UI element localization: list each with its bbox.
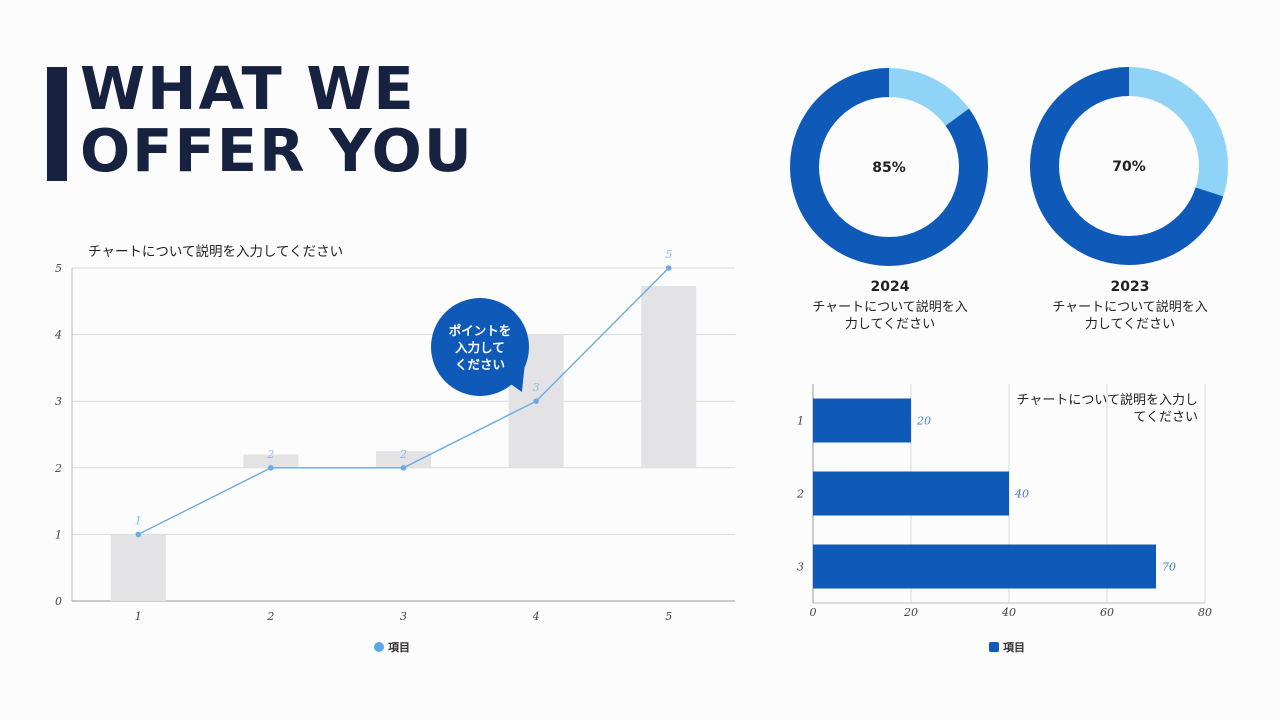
bar-chart-legend: 項目: [989, 639, 1025, 655]
data-label: 70: [1162, 561, 1176, 574]
title-accent-bar: [47, 67, 67, 181]
bar: [813, 471, 1009, 516]
data-point: [135, 531, 142, 538]
line-chart: 0 1 2 3 4 5 1 2 3 4 5 1 2 2 3 5: [54, 248, 735, 623]
floating-bar: [641, 285, 697, 468]
legend-label: 項目: [388, 641, 410, 654]
horizontal-bar-chart: 0 20 40 60 80 20 1 40 2 70 3: [796, 384, 1212, 619]
y-tick-label: 2: [796, 488, 804, 501]
data-label: 1: [135, 514, 142, 527]
bar-chart-title: チャートについて説明を入力してください: [1016, 393, 1198, 425]
y-tick-label: 1: [797, 415, 804, 428]
data-point: [533, 398, 539, 405]
y-tick-label: 5: [55, 262, 62, 275]
donut-description: チャートについて説明を入 力してください: [1052, 300, 1208, 332]
legend-swatch: [989, 642, 999, 652]
floating-bar: [376, 451, 431, 468]
data-label: 40: [1014, 488, 1029, 501]
donut-year: 2024: [870, 279, 910, 295]
y-tick-label: 1: [55, 528, 62, 541]
floating-bar: [110, 534, 166, 601]
donut-year: 2023: [1110, 279, 1150, 295]
donut-value-arc: [1030, 67, 1228, 265]
y-tick-label: 3: [797, 561, 804, 574]
x-tick-label: 20: [903, 606, 918, 619]
bar: [813, 398, 911, 443]
y-tick-label: 0: [55, 595, 62, 608]
page-title: WHAT WE OFFER YOU: [80, 54, 474, 185]
x-tick-label: 3: [400, 610, 407, 623]
legend-label: 項目: [1003, 641, 1025, 654]
data-label: 20: [916, 415, 931, 428]
data-point: [665, 265, 672, 271]
x-tick-label: 0: [810, 606, 817, 619]
x-tick-label: 2: [266, 610, 274, 623]
x-tick-label: 60: [1100, 606, 1114, 619]
y-tick-label: 3: [55, 395, 62, 408]
x-tick-label: 4: [532, 610, 540, 623]
data-point: [400, 465, 407, 471]
x-tick-label: 80: [1198, 606, 1212, 619]
data-label: 5: [665, 248, 672, 261]
donut-2023-caption: 2023 チャートについて説明を入 力してください: [1030, 279, 1230, 333]
donut-percent-label: 70%: [1112, 159, 1146, 175]
data-label: 2: [399, 448, 407, 461]
donut-2024-caption: 2024 チャートについて説明を入 力してください: [790, 279, 990, 333]
legend-swatch: [374, 642, 384, 652]
y-tick-label: 4: [54, 329, 62, 342]
callout-bubble: ポイントを 入力して ください: [431, 298, 529, 396]
y-tick-label: 2: [54, 462, 62, 475]
x-tick-label: 1: [135, 610, 142, 623]
donut-description: チャートについて説明を入 力してください: [812, 300, 968, 332]
donut-charts: 85% 70%: [790, 67, 1228, 266]
floating-bar: [243, 454, 299, 468]
donut-value-arc: [790, 68, 988, 266]
data-label: 2: [266, 448, 274, 461]
donut-percent-label: 85%: [872, 160, 906, 176]
x-tick-label: 5: [665, 610, 672, 623]
data-point: [268, 465, 274, 471]
x-tick-label: 40: [1001, 606, 1016, 619]
data-label: 3: [533, 381, 540, 394]
line-chart-legend: 項目: [374, 639, 410, 655]
line-chart-title: チャートについて説明を入力してください: [88, 244, 344, 260]
bar: [813, 544, 1156, 589]
